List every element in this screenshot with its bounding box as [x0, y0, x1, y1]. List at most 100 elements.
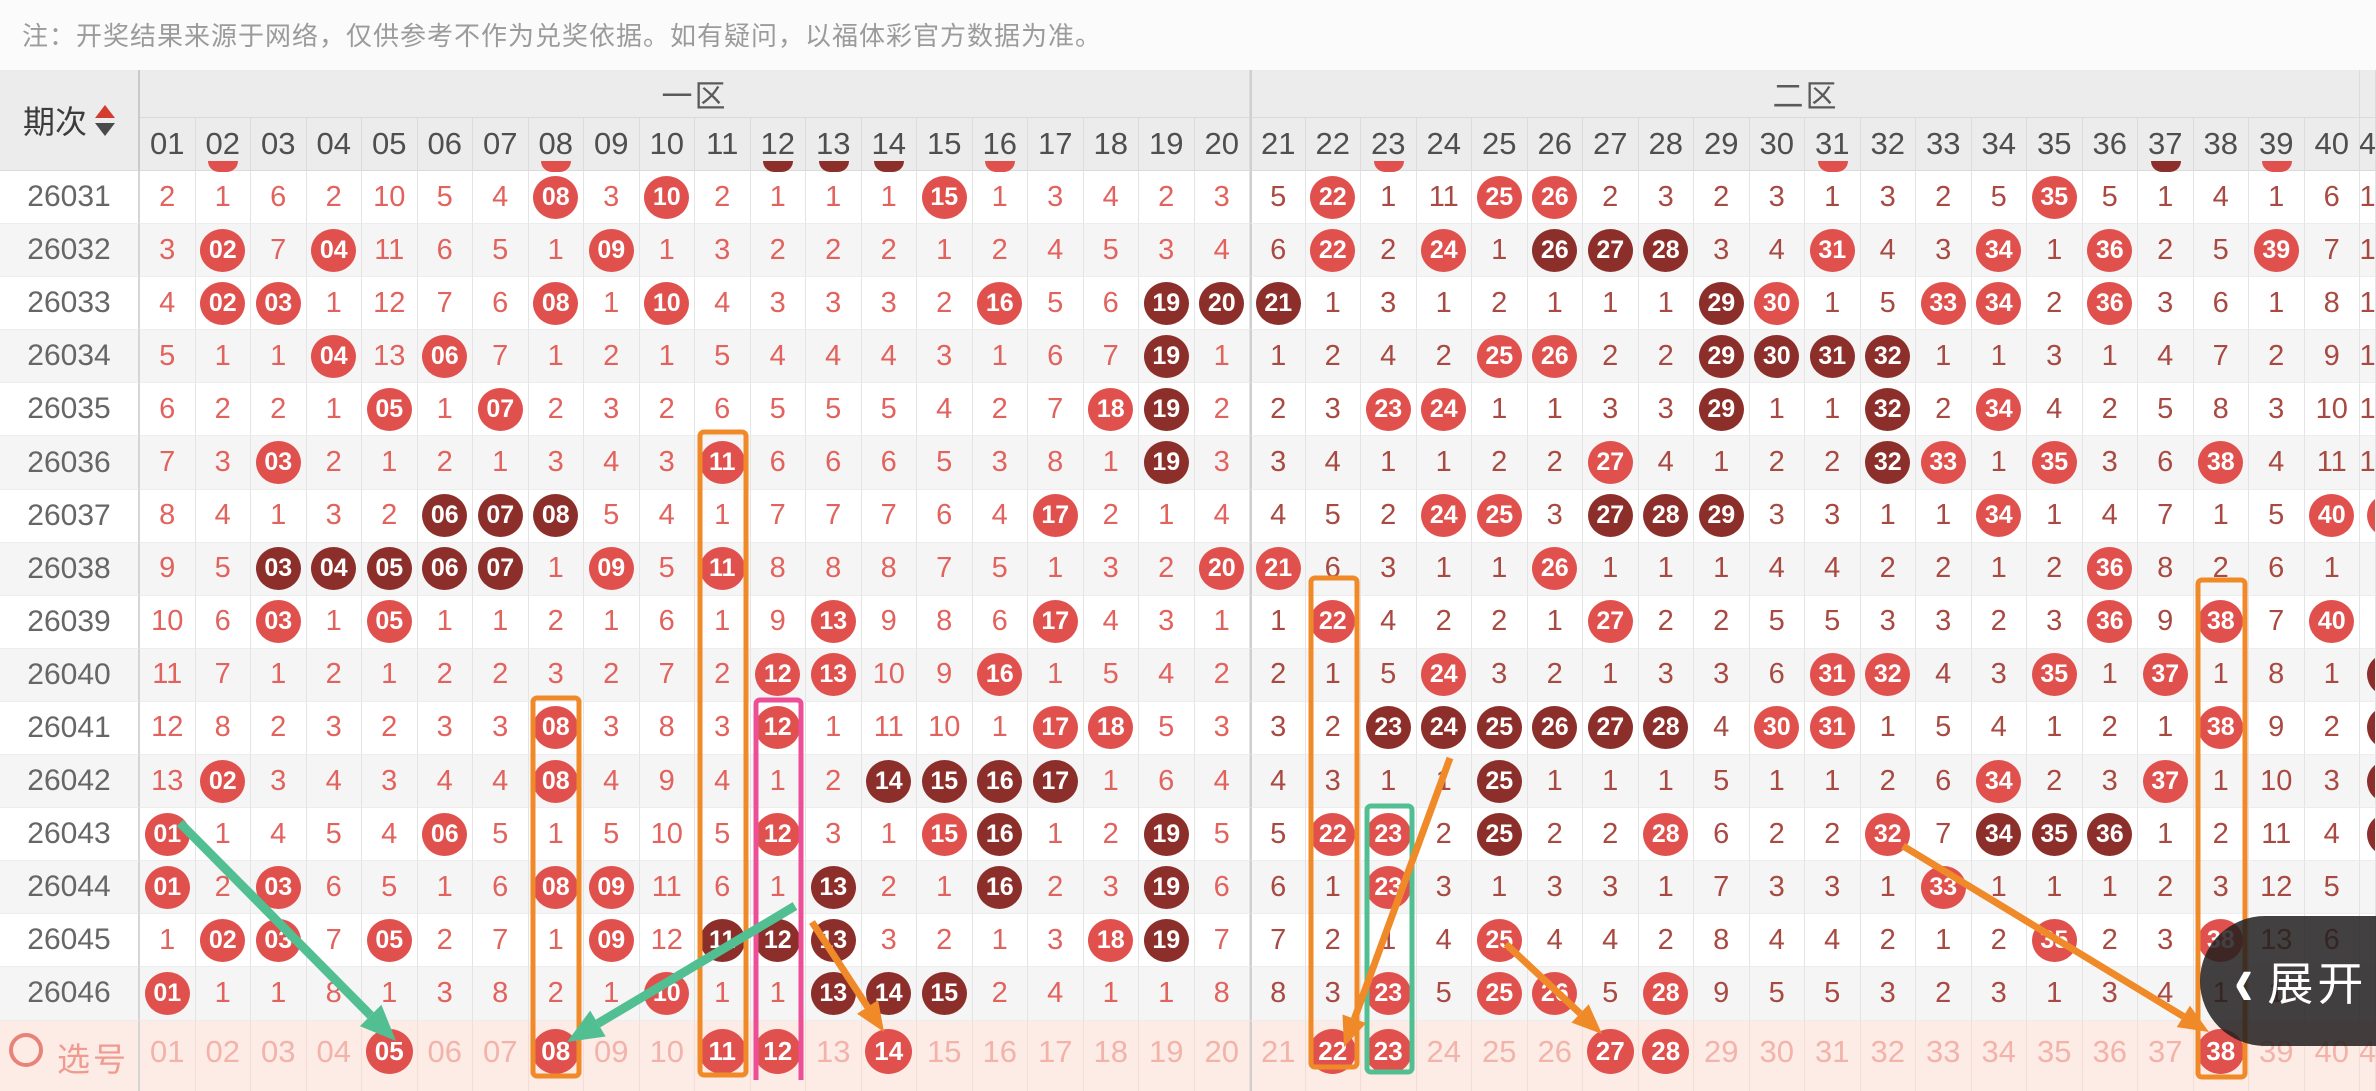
pick-number[interactable]: 17	[1038, 1033, 1073, 1069]
pick-number-cell[interactable]: 12	[750, 1020, 806, 1091]
expand-button[interactable]: ‹ 展开	[2200, 916, 2376, 1046]
period-cell: 26037	[0, 489, 140, 543]
omission-count: 2	[270, 392, 287, 425]
pick-number[interactable]: 10	[649, 1033, 684, 1069]
number-cell: 1	[1583, 648, 1639, 702]
pick-number[interactable]: 03	[261, 1033, 296, 1069]
pick-number-cell[interactable]: 05	[362, 1020, 418, 1091]
pick-ball-selected[interactable]: 12	[754, 1028, 802, 1074]
number-cell: 02	[195, 277, 251, 331]
pick-ball-selected[interactable]: 23	[1364, 1028, 1412, 1074]
omission-count: 1	[769, 180, 786, 213]
pick-number-cell[interactable]: 36	[2082, 1020, 2138, 1091]
pick-number-cell[interactable]: 37	[2138, 1020, 2194, 1091]
pick-number[interactable]: 31	[1815, 1033, 1850, 1069]
sort-desc-icon[interactable]	[95, 122, 115, 136]
omission-count: 2	[1713, 180, 1730, 213]
pick-number[interactable]: 25	[1482, 1033, 1517, 1069]
period-sort-header[interactable]: 期次	[0, 70, 140, 171]
pick-number-cell[interactable]: 09	[584, 1020, 640, 1091]
pick-number-cell[interactable]: 30	[1749, 1020, 1805, 1091]
pick-number-cell[interactable]: 15	[917, 1020, 973, 1091]
circle-icon[interactable]	[9, 1032, 43, 1067]
pick-number-cell[interactable]: 19	[1139, 1020, 1195, 1091]
pick-number-cell[interactable]: 16	[972, 1020, 1028, 1091]
number-cell: 2	[1694, 595, 1750, 649]
pick-number[interactable]: 20	[1204, 1033, 1239, 1069]
pick-number-cell[interactable]: 03	[251, 1020, 307, 1091]
pick-number-cell[interactable]: 23	[1361, 1020, 1417, 1091]
sort-icons[interactable]	[95, 104, 115, 136]
omission-count: 7	[492, 923, 509, 956]
pick-number[interactable]: 13	[816, 1033, 851, 1069]
pick-number[interactable]: 09	[594, 1033, 629, 1069]
pick-number-cell[interactable]: 35	[2027, 1020, 2083, 1091]
number-cell: 2	[1305, 701, 1361, 756]
pick-number[interactable]: 16	[982, 1033, 1017, 1069]
pick-ball-selected[interactable]: 28	[1642, 1028, 1690, 1074]
pick-ball-selected[interactable]: 22	[1309, 1028, 1357, 1074]
pick-ball-selected[interactable]: 27	[1586, 1028, 1634, 1074]
pick-number[interactable]: 30	[1759, 1033, 1794, 1069]
pick-number[interactable]: 15	[927, 1033, 962, 1069]
pick-number-cell[interactable]: 08	[528, 1020, 584, 1091]
pick-number-cell[interactable]: 10	[639, 1020, 695, 1091]
pick-number-cell[interactable]: 29	[1694, 1020, 1750, 1091]
pick-number[interactable]: 07	[483, 1033, 518, 1069]
pick-number[interactable]: 18	[1093, 1033, 1128, 1069]
pick-number-cell[interactable]: 18	[1083, 1020, 1139, 1091]
pick-number-cell[interactable]: 27	[1583, 1020, 1639, 1091]
pick-number-cell[interactable]: 28	[1638, 1020, 1694, 1091]
pick-number[interactable]: 32	[1870, 1033, 1905, 1069]
number-cell: 1	[473, 436, 529, 490]
omission-count: 4	[1768, 233, 1785, 266]
number-cell: 7	[2193, 330, 2249, 384]
pick-number[interactable]: 21	[1261, 1033, 1296, 1069]
pick-number-cell[interactable]: 22	[1305, 1020, 1361, 1091]
pick-number-cell[interactable]: 17	[1028, 1020, 1084, 1091]
pick-number-cell[interactable]: 01	[140, 1020, 196, 1091]
omission-count: 1	[1213, 339, 1230, 372]
pick-number[interactable]: 37	[2148, 1033, 2183, 1069]
pick-number-cell[interactable]: 07	[473, 1020, 529, 1091]
pick-number-cell[interactable]: 02	[195, 1020, 251, 1091]
pick-number[interactable]: 06	[427, 1033, 462, 1069]
pick-number[interactable]: 04	[316, 1033, 351, 1069]
pick-number-cell[interactable]: 04	[306, 1020, 362, 1091]
pick-number-cell[interactable]: 32	[1860, 1020, 1916, 1091]
pick-ball-selected[interactable]: 11	[698, 1028, 746, 1074]
omission-count: 1	[1324, 286, 1341, 319]
pick-number-cell[interactable]: 06	[417, 1020, 473, 1091]
pick-number-cell[interactable]: 34	[1971, 1020, 2027, 1091]
number-cell: 5	[1416, 967, 1472, 1021]
pick-ball-selected[interactable]: 14	[865, 1028, 913, 1074]
pick-ball-selected[interactable]: 05	[365, 1028, 413, 1074]
pick-number-cell[interactable]: 26	[1527, 1020, 1583, 1091]
pick-number-cell[interactable]: 24	[1416, 1020, 1472, 1091]
pick-number-cell[interactable]: 25	[1472, 1020, 1528, 1091]
omission-count: 8	[825, 552, 842, 585]
pick-number[interactable]: 33	[1926, 1033, 1961, 1069]
pick-number-cell[interactable]: 21	[1250, 1020, 1306, 1091]
pick-number-cell[interactable]: 14	[861, 1020, 917, 1091]
pick-number[interactable]: 24	[1426, 1033, 1461, 1069]
pick-number[interactable]: 29	[1704, 1033, 1739, 1069]
pick-number[interactable]: 01	[150, 1033, 185, 1069]
pick-number-cell[interactable]: 33	[1916, 1020, 1972, 1091]
pick-number[interactable]: 26	[1537, 1033, 1572, 1069]
pick-number[interactable]: 35	[2037, 1033, 2072, 1069]
pick-number[interactable]: 02	[205, 1033, 240, 1069]
pick-number-cell[interactable]: 11	[695, 1020, 751, 1091]
pick-number-cell[interactable]: 13	[806, 1020, 862, 1091]
pick-number[interactable]: 34	[1981, 1033, 2016, 1069]
pick-number-cell[interactable]: 20	[1194, 1020, 1250, 1091]
omission-count: 8	[2157, 552, 2174, 585]
pick-number[interactable]: 36	[2092, 1033, 2127, 1069]
drawn-ball: 04	[311, 334, 357, 378]
pick-number-cell[interactable]: 31	[1805, 1020, 1861, 1091]
pick-number[interactable]: 19	[1149, 1033, 1184, 1069]
number-cell: 2	[1361, 489, 1417, 543]
drawn-ball: 40	[2309, 494, 2355, 538]
pick-ball-selected[interactable]: 08	[532, 1028, 580, 1074]
sort-asc-icon[interactable]	[95, 104, 115, 118]
